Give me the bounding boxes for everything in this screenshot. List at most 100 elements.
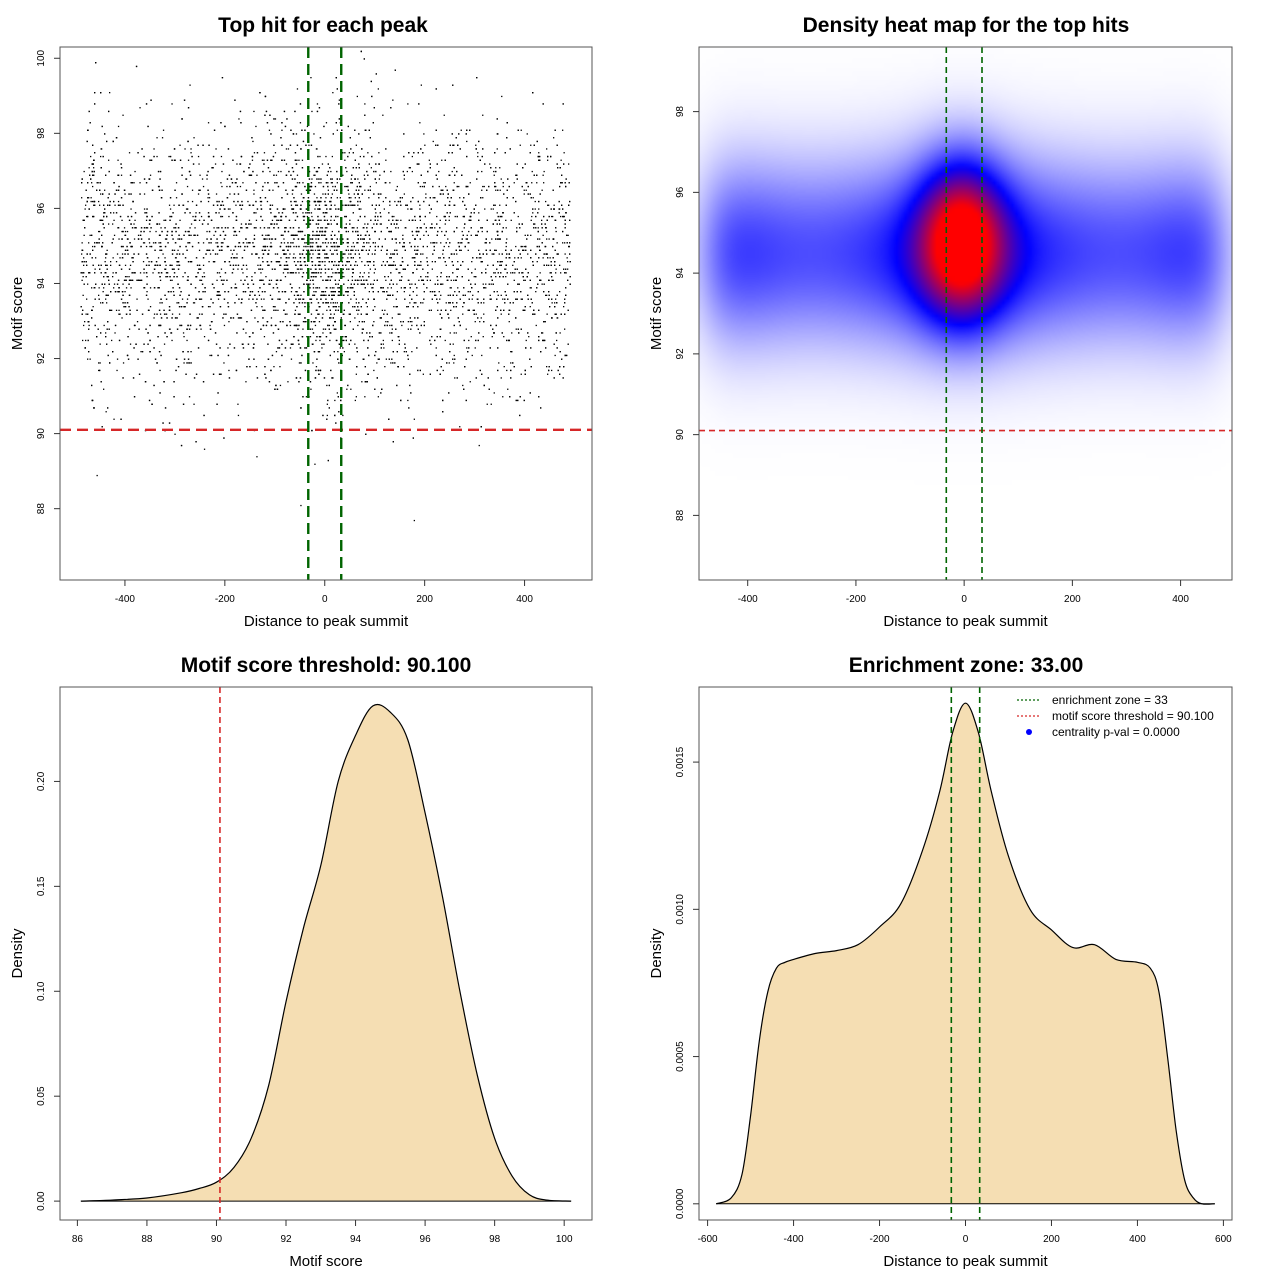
scatter-point — [467, 249, 469, 251]
scatter-point — [252, 204, 255, 206]
scatter-point — [443, 215, 445, 218]
scatter-point — [186, 298, 189, 300]
scatter-point — [271, 238, 274, 240]
scatter-point — [438, 170, 440, 173]
scatter-point — [497, 272, 499, 274]
scatter-point — [539, 238, 541, 240]
scatter-point — [202, 144, 204, 146]
scatter-point — [113, 287, 115, 289]
scatter-point — [555, 268, 557, 270]
scatter-point — [274, 253, 277, 255]
scatter-point — [115, 261, 118, 263]
scatter-point — [345, 185, 347, 188]
scatter-point — [128, 152, 131, 154]
scatter-point — [236, 253, 238, 255]
scatter-point — [466, 140, 468, 143]
scatter-point — [263, 249, 266, 251]
scatter-point — [293, 245, 295, 248]
scatter-point — [177, 238, 179, 240]
scatter-point — [333, 287, 335, 289]
scatter-point — [349, 223, 351, 225]
scatter-point — [130, 245, 132, 248]
scatter-point — [150, 245, 153, 248]
scatter-point — [186, 339, 188, 342]
scatter-point — [439, 298, 441, 300]
scatter-point — [463, 388, 465, 390]
scatter-point — [524, 234, 526, 236]
scatter-point — [381, 264, 383, 266]
scatter-point — [552, 279, 554, 281]
scatter-point — [234, 283, 237, 285]
scatter-point — [238, 118, 240, 120]
scatter-point — [283, 238, 285, 240]
scatter-point — [311, 328, 314, 330]
scatter-point — [270, 261, 273, 263]
scatter-point — [104, 261, 106, 263]
scatter-point — [534, 208, 536, 210]
scatter-point — [330, 178, 332, 180]
scatter-point — [367, 174, 369, 176]
scatter-point — [407, 399, 409, 402]
scatter-point — [344, 336, 346, 338]
scatter-point — [274, 118, 277, 120]
scatter-point — [416, 347, 418, 349]
scatter-point — [360, 185, 362, 188]
scatter-point — [216, 242, 219, 244]
scatter-point — [93, 204, 95, 206]
scatter-point — [411, 321, 413, 323]
scatter-point — [358, 163, 360, 165]
scatter-point — [228, 215, 230, 218]
scatter-point — [371, 336, 373, 338]
scatter-point — [143, 242, 146, 244]
scatter-point — [106, 264, 108, 266]
scatter-point — [283, 242, 286, 244]
scatter-point — [194, 234, 196, 236]
scatter-point — [343, 309, 345, 311]
scatter-point — [449, 200, 451, 203]
scatter-point — [360, 208, 362, 210]
scatter-point — [106, 249, 108, 251]
scatter-point — [548, 204, 550, 206]
scatter-point — [121, 230, 123, 233]
scatter-point — [367, 264, 369, 266]
scatter-point — [560, 159, 562, 161]
scatter-point — [331, 178, 333, 180]
scatter-point — [239, 163, 242, 165]
scatter-point — [259, 227, 262, 229]
scatter-point — [137, 234, 140, 236]
scatter-point — [409, 317, 411, 319]
scatter-point — [513, 182, 515, 184]
scatter-point — [101, 426, 103, 428]
scatter-point — [305, 189, 308, 191]
scatter-point — [538, 208, 540, 210]
scatter-point — [564, 242, 566, 244]
scatter-point — [532, 212, 534, 214]
scatter-point — [416, 287, 418, 289]
scatter-point — [197, 144, 199, 146]
scatter-point — [460, 249, 462, 251]
scatter-point — [400, 287, 402, 289]
scatter-point — [201, 283, 204, 285]
scatter-point — [460, 129, 462, 131]
scatter-point — [248, 298, 250, 300]
scatter-point — [399, 264, 401, 266]
scatter-point — [163, 313, 166, 315]
scatter-point — [426, 261, 428, 263]
scatter-point — [440, 309, 442, 311]
scatter-point — [447, 294, 449, 296]
scatter-point — [318, 249, 321, 251]
scatter-point — [380, 193, 382, 195]
scatter-point — [121, 257, 124, 259]
scatter-point — [450, 287, 452, 289]
scatter-point — [137, 253, 140, 255]
scatter-point — [331, 193, 333, 195]
scatter-point — [434, 227, 436, 229]
scatter-point — [409, 321, 411, 323]
scatter-point — [220, 215, 222, 218]
scatter-point — [289, 347, 292, 349]
scatter-point — [193, 137, 195, 139]
scatter-point — [113, 234, 116, 236]
scatter-point — [377, 219, 379, 221]
scatter-point — [302, 212, 304, 214]
scatter-point — [137, 152, 139, 154]
